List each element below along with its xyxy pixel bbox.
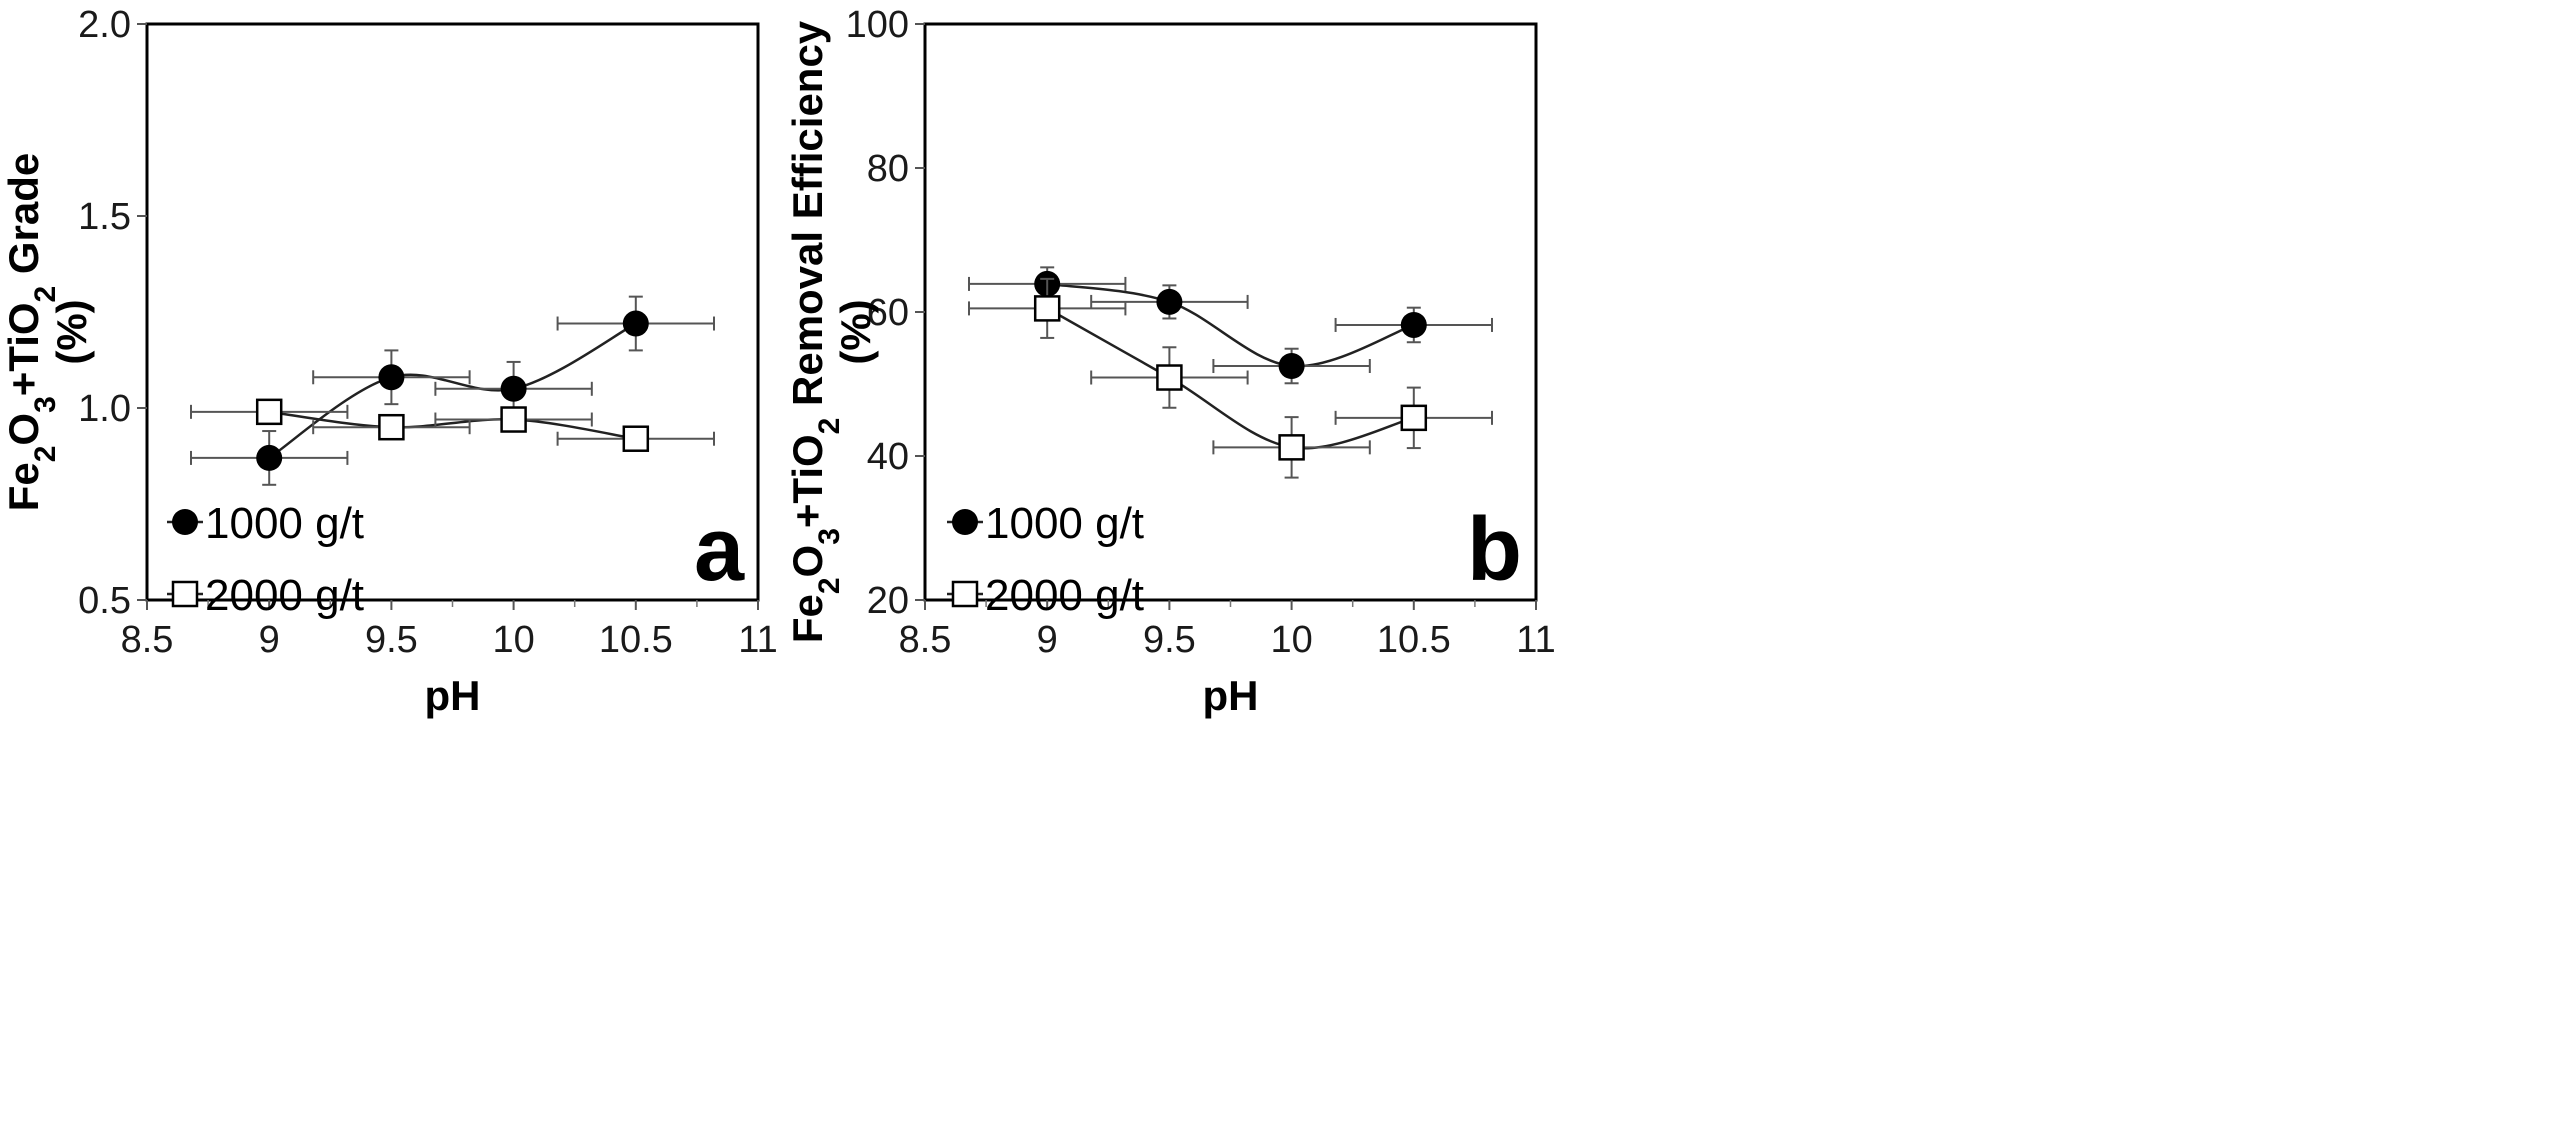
data-point-square bbox=[500, 406, 527, 433]
legend-label: 2000 g/t bbox=[985, 571, 1144, 620]
x-tick-label: 8.5 bbox=[121, 619, 174, 661]
x-tick-label: 11 bbox=[1516, 619, 1555, 661]
panel-tag: b bbox=[1467, 500, 1522, 600]
data-point-square bbox=[1278, 434, 1305, 461]
data-point-circle bbox=[1400, 311, 1427, 338]
x-tick-label: 9 bbox=[1037, 619, 1058, 661]
legend-entry: 1000 g/t bbox=[167, 499, 364, 548]
panel-tag: a bbox=[694, 500, 745, 600]
x-axis-label: pH bbox=[425, 672, 481, 719]
x-tick-label: 10 bbox=[492, 619, 534, 661]
data-point-square bbox=[378, 413, 405, 441]
y-axis-label: Fe2O3+TiO2 Grade bbox=[0, 153, 62, 512]
x-tick-label: 9.5 bbox=[365, 619, 418, 661]
y-axis-label: Fe2O3+TiO2 Removal Efficiency bbox=[784, 20, 846, 643]
y-axis-label-part: O bbox=[0, 413, 47, 446]
legend-marker-circle bbox=[952, 509, 978, 535]
y-axis-label-subscript: 2 bbox=[29, 286, 62, 303]
legend-label: 1000 g/t bbox=[205, 499, 364, 548]
y-axis-label-part: +TiO bbox=[0, 302, 47, 396]
x-axis-label: pH bbox=[1203, 672, 1259, 719]
series-line bbox=[1047, 282, 1415, 368]
y-axis-label-part: Grade bbox=[0, 153, 47, 286]
x-tick-label: 9 bbox=[259, 619, 280, 661]
y-tick-label: 60 bbox=[867, 292, 909, 334]
chart-panel-a: 8.5 9 9.5 10 10.5 11 0.5 1.0 1.5 2.0 pH Fe2O3+TiO2 … bbox=[0, 4, 778, 719]
data-point-circle bbox=[622, 310, 649, 337]
y-axis-label-unit: (%) bbox=[48, 299, 95, 364]
y-axis-label-subscript: 2 bbox=[813, 577, 846, 594]
y-axis-label-part: Fe bbox=[784, 594, 831, 643]
legend-marker-circle bbox=[172, 509, 198, 535]
y-axis-label-unit: (%) bbox=[832, 299, 879, 364]
data-point-circle bbox=[1278, 353, 1305, 379]
y-axis-label-part: Removal Efficiency bbox=[784, 20, 831, 417]
legend-label: 1000 g/t bbox=[985, 499, 1144, 548]
series-open-square bbox=[967, 277, 1494, 479]
data-point-square bbox=[255, 398, 283, 426]
data-point-square bbox=[1033, 295, 1061, 322]
legend-entry: 1000 g/t bbox=[947, 499, 1144, 548]
x-tick-label: 10.5 bbox=[1377, 619, 1451, 661]
x-tick-label: 8.5 bbox=[899, 619, 952, 661]
legend-label: 2000 g/t bbox=[205, 571, 364, 620]
y-axis-label-subscript: 2 bbox=[29, 446, 62, 463]
data-point-square bbox=[1400, 404, 1428, 432]
y-tick-label: 20 bbox=[867, 580, 909, 622]
data-point-circle bbox=[1156, 288, 1183, 315]
data-point-circle bbox=[378, 364, 405, 391]
y-tick-label: 1.0 bbox=[78, 388, 131, 430]
y-axis-label-subscript: 3 bbox=[29, 396, 62, 413]
y-tick-label: 100 bbox=[846, 4, 909, 46]
data-point-square bbox=[622, 425, 650, 452]
y-tick-label: 80 bbox=[867, 148, 909, 190]
y-axis-label-subscript: 3 bbox=[813, 528, 846, 545]
y-tick-label: 2.0 bbox=[78, 4, 131, 46]
y-axis-label-part: +TiO bbox=[784, 434, 831, 528]
y-tick-label: 40 bbox=[867, 436, 909, 478]
data-point-circle bbox=[500, 375, 527, 402]
legend-marker-square bbox=[951, 580, 979, 608]
y-axis-label-part: Fe bbox=[0, 462, 47, 511]
x-tick-label: 10.5 bbox=[599, 619, 673, 661]
y-axis-label-part: O bbox=[784, 545, 831, 578]
x-tick-label: 9.5 bbox=[1143, 619, 1196, 661]
series-line bbox=[1046, 307, 1415, 450]
legend-entry: 2000 g/t bbox=[167, 571, 364, 620]
legend-marker-square bbox=[171, 580, 199, 608]
x-tick-label: 10 bbox=[1270, 619, 1312, 661]
y-tick-label: 1.5 bbox=[78, 196, 131, 238]
x-tick-label: 11 bbox=[738, 619, 777, 661]
series-line bbox=[269, 410, 636, 440]
y-axis-label-subscript: 2 bbox=[813, 418, 846, 435]
series-open-square bbox=[189, 398, 716, 452]
legend-entry: 2000 g/t bbox=[947, 571, 1144, 620]
y-tick-label: 0.5 bbox=[78, 580, 131, 622]
data-point-square bbox=[1156, 364, 1183, 391]
data-point-circle bbox=[256, 444, 283, 471]
